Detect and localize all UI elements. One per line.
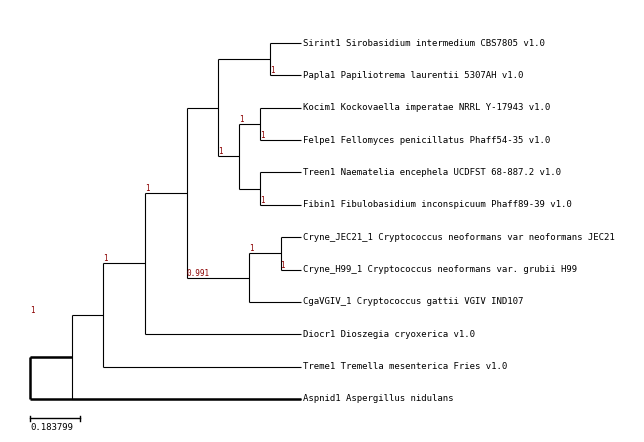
Text: 0.991: 0.991: [187, 269, 210, 278]
Text: 1: 1: [145, 184, 149, 193]
Text: Cryne_JEC21_1 Cryptococcus neoformans var neoformans JEC21: Cryne_JEC21_1 Cryptococcus neoformans va…: [303, 232, 615, 242]
Text: 1: 1: [30, 306, 35, 315]
Text: 1: 1: [260, 131, 264, 140]
Text: 1: 1: [218, 147, 223, 156]
Text: Fibin1 Fibulobasidium inconspicuum Phaff89-39 v1.0: Fibin1 Fibulobasidium inconspicuum Phaff…: [303, 200, 573, 210]
Text: Cryne_H99_1 Cryptococcus neoformans var. grubii H99: Cryne_H99_1 Cryptococcus neoformans var.…: [303, 265, 578, 274]
Text: 1: 1: [260, 196, 264, 205]
Text: Felpe1 Fellomyces penicillatus Phaff54-35 v1.0: Felpe1 Fellomyces penicillatus Phaff54-3…: [303, 136, 551, 145]
Text: Kocim1 Kockovaella imperatae NRRL Y-17943 v1.0: Kocim1 Kockovaella imperatae NRRL Y-1794…: [303, 103, 551, 112]
Text: 1: 1: [270, 66, 275, 76]
Text: Diocr1 Dioszegia cryoxerica v1.0: Diocr1 Dioszegia cryoxerica v1.0: [303, 330, 475, 339]
Text: Aspnid1 Aspergillus nidulans: Aspnid1 Aspergillus nidulans: [303, 395, 454, 404]
Text: 1: 1: [249, 244, 254, 253]
Text: 1: 1: [103, 255, 108, 263]
Text: Treen1 Naematelia encephela UCDFST 68-887.2 v1.0: Treen1 Naematelia encephela UCDFST 68-88…: [303, 168, 562, 177]
Text: Papla1 Papiliotrema laurentii 5307AH v1.0: Papla1 Papiliotrema laurentii 5307AH v1.…: [303, 71, 524, 80]
Text: Sirint1 Sirobasidium intermedium CBS7805 v1.0: Sirint1 Sirobasidium intermedium CBS7805…: [303, 38, 545, 47]
Text: 1: 1: [239, 115, 243, 124]
Text: 1: 1: [281, 260, 285, 270]
Text: 0.183799: 0.183799: [30, 423, 73, 432]
Text: Treme1 Tremella mesenterica Fries v1.0: Treme1 Tremella mesenterica Fries v1.0: [303, 362, 507, 371]
Text: CgaVGIV_1 Cryptococcus gattii VGIV IND107: CgaVGIV_1 Cryptococcus gattii VGIV IND10…: [303, 297, 524, 306]
